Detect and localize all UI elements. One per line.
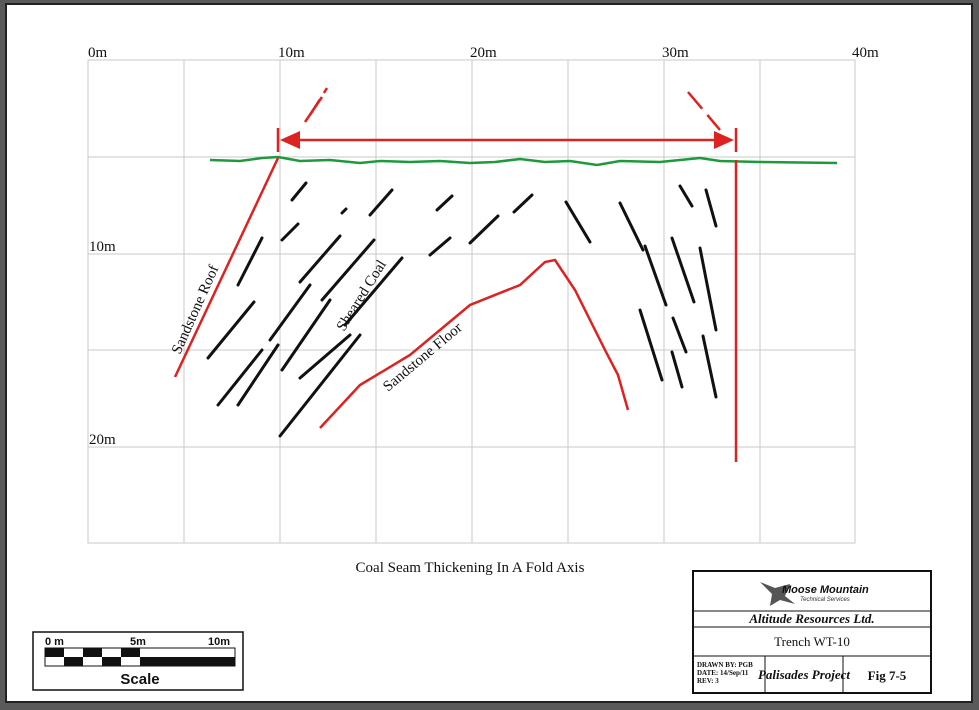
caption: Coal Seam Thickening In A Fold Axis [356, 560, 585, 576]
fracture [468, 214, 500, 245]
fracture [643, 244, 668, 307]
fracture [698, 246, 718, 332]
logo-icon [760, 582, 795, 606]
arrow-head [280, 131, 300, 149]
ground-surface [209, 155, 838, 167]
figure-number: Fig 7-5 [868, 668, 907, 683]
title-block: Moose Mountain Technical Services Altitu… [692, 570, 932, 694]
fracture [670, 350, 684, 389]
fracture [678, 184, 694, 208]
fracture [670, 236, 696, 304]
fracture [298, 333, 352, 380]
trench: Trench WT-10 [774, 634, 850, 649]
fracture [280, 222, 300, 242]
sandstone-floor [319, 258, 630, 429]
fracture [512, 193, 534, 214]
fracture [704, 188, 718, 228]
scale-tick: 10m [208, 636, 230, 648]
fracture [268, 283, 312, 342]
logo-text: Moose Mountain [782, 584, 869, 596]
scale-block [121, 648, 140, 657]
drawn-by: DRAWN BY: PGB [697, 661, 753, 669]
fracture [206, 300, 256, 360]
fracture [343, 256, 404, 327]
project: Palisades Project [758, 667, 850, 682]
fracture [216, 348, 264, 407]
dash [303, 96, 324, 123]
axis-labels: 0m 10m 20m 30m 40m 10m 20m [88, 45, 879, 448]
fracture [671, 316, 688, 354]
scale-block [83, 648, 102, 657]
fracture [236, 343, 280, 407]
dash [687, 91, 721, 131]
scale-tick: 0 m [45, 636, 64, 648]
fracture [564, 200, 592, 244]
fracture [428, 236, 452, 257]
fracture [435, 194, 454, 212]
y-label: 10m [89, 239, 116, 255]
fracture [638, 308, 664, 382]
y-label: 20m [89, 432, 116, 448]
scale-block [102, 657, 121, 666]
rev: REV: 3 [697, 677, 719, 685]
scale-block [45, 648, 64, 657]
title-frame [692, 570, 932, 694]
scale-label: Scale [120, 671, 159, 688]
scale-block [64, 657, 83, 666]
fracture [280, 298, 332, 372]
fracture [368, 188, 394, 217]
logo-subtext: Technical Services [800, 597, 850, 603]
x-label: 20m [470, 45, 497, 61]
x-label: 0m [88, 45, 108, 61]
scale-tick: 5m [130, 636, 146, 648]
fracture [278, 333, 362, 438]
x-label: 40m [852, 45, 879, 61]
fracture [236, 236, 264, 287]
fracture [618, 201, 645, 252]
fracture [320, 238, 376, 302]
company: Altitude Resources Ltd. [748, 611, 874, 626]
scale-block [140, 657, 235, 666]
date: DATE: 14/Sep/11 [697, 669, 749, 677]
scale-bar: 0 m 5m 10m Scale [32, 631, 244, 691]
fracture [340, 207, 348, 215]
fracture [298, 234, 342, 284]
x-label: 30m [662, 45, 689, 61]
sandstone-roof [173, 157, 280, 378]
coal-fractures [206, 181, 718, 438]
structure-lines [173, 87, 738, 462]
arrow-head [714, 131, 734, 149]
fracture [290, 181, 308, 202]
x-label: 10m [278, 45, 305, 61]
fracture [701, 334, 718, 399]
